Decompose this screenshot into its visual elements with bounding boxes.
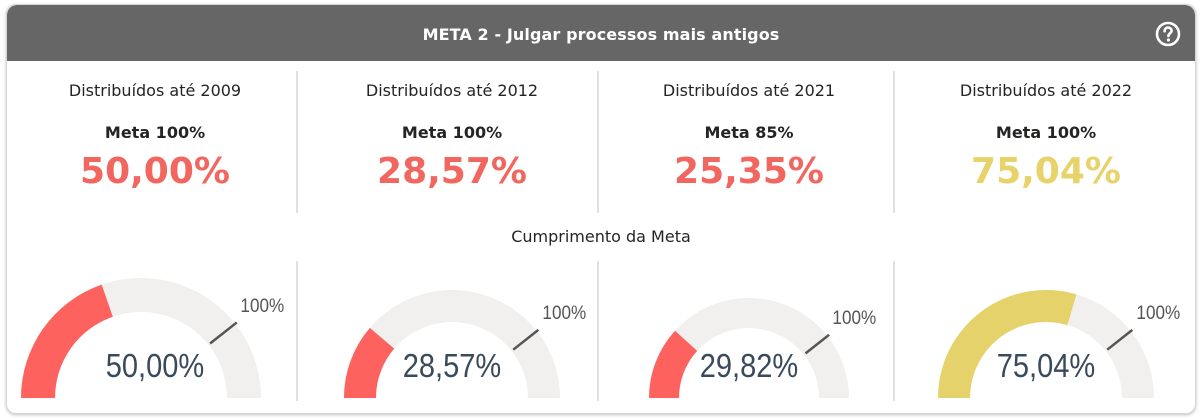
- gauge-track: [649, 298, 849, 398]
- gauge-target-marker: [804, 333, 830, 355]
- kpi-card-2009: Distribuídos até 2009 Meta 100% 50,00%: [7, 69, 303, 219]
- gauge-value: 28,57%: [402, 347, 502, 384]
- kpi-card-2012: Distribuídos até 2012 Meta 100% 28,57%: [304, 69, 600, 219]
- gauge-track: [344, 290, 560, 398]
- gauge-svg: [344, 290, 560, 398]
- gauge-2022: 100% 75,04%: [898, 263, 1194, 403]
- divider: [597, 71, 599, 213]
- kpi-value: 75,04%: [971, 151, 1121, 192]
- divider: [296, 261, 298, 401]
- divider: [597, 261, 599, 401]
- gauge-target-label: 100%: [541, 303, 586, 325]
- gauge-fill: [649, 330, 698, 398]
- kpi-title: Distribuídos até 2009: [68, 81, 242, 100]
- gauge-fill: [21, 284, 113, 398]
- gauge-target-label: 100%: [240, 295, 285, 317]
- kpi-value: 28,57%: [377, 151, 527, 192]
- gauge-value: 29,82%: [699, 347, 799, 384]
- kpi-title: Distribuídos até 2021: [662, 81, 836, 100]
- kpi-title: Distribuídos até 2022: [959, 81, 1133, 100]
- gauge-value: 50,00%: [105, 347, 205, 384]
- gauge-fill: [938, 290, 1077, 398]
- gauge-value: 75,04%: [996, 347, 1096, 384]
- gauge-target-label: 100%: [832, 308, 877, 330]
- question-circle-icon[interactable]: [1155, 21, 1181, 47]
- kpi-meta: Meta 100%: [401, 123, 503, 142]
- section-label: Cumprimento da Meta: [511, 227, 691, 246]
- gauge-2021: 100% 29,82%: [601, 263, 897, 403]
- gauge-2012: 100% 28,57%: [304, 263, 600, 403]
- kpi-value: 25,35%: [674, 151, 824, 192]
- kpi-card-2022: Distribuídos até 2022 Meta 100% 75,04%: [898, 69, 1194, 219]
- gauge-svg: [21, 278, 261, 398]
- kpi-value: 50,00%: [80, 151, 230, 192]
- divider: [893, 71, 895, 213]
- divider: [296, 71, 298, 213]
- kpi-meta: Meta 100%: [104, 123, 206, 142]
- gauge-target-marker: [209, 321, 238, 345]
- kpi-meta: Meta 100%: [995, 123, 1097, 142]
- kpi-title: Distribuídos até 2012: [365, 81, 539, 100]
- gauge-target-marker: [512, 328, 540, 351]
- panel-header: META 2 - Julgar processos mais antigos: [7, 5, 1195, 61]
- divider: [893, 261, 895, 401]
- kpi-card-2021: Distribuídos até 2021 Meta 85% 25,35%: [601, 69, 897, 219]
- gauge-target-marker: [1106, 328, 1134, 351]
- gauge-target-label: 100%: [1135, 303, 1180, 325]
- kpi-meta: Meta 85%: [704, 123, 794, 142]
- gauge-svg: [649, 298, 849, 398]
- meta2-panel: META 2 - Julgar processos mais antigos D…: [6, 4, 1196, 414]
- gauge-fill: [344, 327, 395, 398]
- gauge-svg: [938, 290, 1154, 398]
- panel-title: META 2 - Julgar processos mais antigos: [422, 25, 780, 44]
- gauge-2009: 100% 50,00%: [7, 263, 303, 403]
